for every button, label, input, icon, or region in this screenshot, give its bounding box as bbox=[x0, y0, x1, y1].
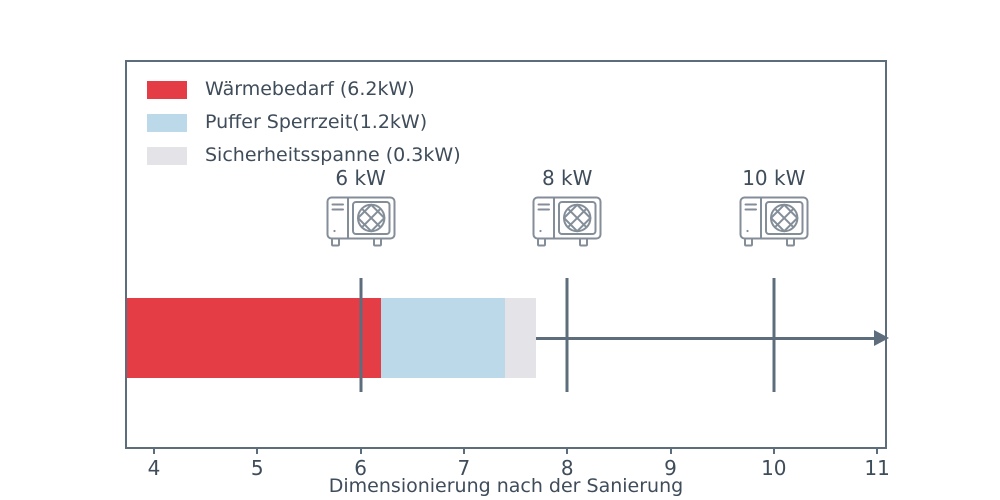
legend: Wärmebedarf (6.2kW) Puffer Sperrzeit(1.2… bbox=[147, 78, 461, 167]
legend-label-sicherheitsspanne: Sicherheitsspanne (0.3kW) bbox=[205, 144, 461, 166]
x-axis-label: Dimensionierung nach der Sanierung bbox=[328, 475, 684, 497]
marker-label-8kw: 8 kW bbox=[541, 166, 593, 190]
bar-segment-waermebedarf bbox=[127, 298, 382, 378]
marker-label-6kw: 6 kW bbox=[335, 166, 386, 190]
x-tick-11 bbox=[876, 447, 879, 454]
x-axis-arrowhead bbox=[874, 330, 889, 346]
x-tick-label-5: 5 bbox=[250, 456, 264, 480]
x-tick-label-11: 11 bbox=[864, 456, 890, 480]
x-tick-label-9: 9 bbox=[664, 456, 677, 480]
legend-item-puffer-sperrzeit: Puffer Sperrzeit(1.2kW) bbox=[147, 111, 461, 134]
legend-item-waermebedarf: Wärmebedarf (6.2kW) bbox=[147, 78, 461, 101]
bar-segment-sicherheitsspanne bbox=[505, 298, 537, 378]
marker-line-8kw bbox=[565, 278, 569, 392]
bar-segment-puffer-sperrzeit bbox=[381, 298, 506, 378]
x-tick-5 bbox=[256, 447, 259, 454]
x-tick-8 bbox=[566, 447, 569, 454]
x-tick-label-10: 10 bbox=[761, 456, 787, 480]
x-tick-6 bbox=[359, 447, 362, 454]
x-tick-label-4: 4 bbox=[147, 456, 161, 480]
x-tick-label-7: 7 bbox=[457, 456, 471, 480]
legend-swatch-waermebedarf bbox=[147, 80, 187, 99]
x-tick-7 bbox=[462, 447, 465, 454]
x-tick-4 bbox=[153, 447, 155, 454]
heat-pump-icon bbox=[532, 195, 602, 249]
legend-label-puffer-sperrzeit: Puffer Sperrzeit(1.2kW) bbox=[205, 111, 428, 133]
marker-line-10kw bbox=[772, 278, 776, 392]
marker-line-6kw bbox=[359, 278, 363, 392]
x-tick-10 bbox=[772, 447, 775, 454]
marker-label-10kw: 10 kW bbox=[742, 166, 806, 190]
legend-swatch-puffer-sperrzeit bbox=[147, 113, 187, 132]
heat-pump-icon bbox=[326, 195, 396, 249]
legend-item-sicherheitsspanne: Sicherheitsspanne (0.3kW) bbox=[147, 144, 461, 167]
x-tick-9 bbox=[669, 447, 672, 454]
x-tick-label-8: 8 bbox=[560, 456, 574, 480]
x-tick-label-6: 6 bbox=[354, 456, 367, 480]
plot-area: Wärmebedarf (6.2kW) Puffer Sperrzeit(1.2… bbox=[125, 60, 890, 480]
heat-pump-icon bbox=[739, 195, 809, 249]
legend-swatch-sicherheitsspanne bbox=[147, 146, 187, 165]
legend-label-waermebedarf: Wärmebedarf (6.2kW) bbox=[205, 78, 415, 100]
